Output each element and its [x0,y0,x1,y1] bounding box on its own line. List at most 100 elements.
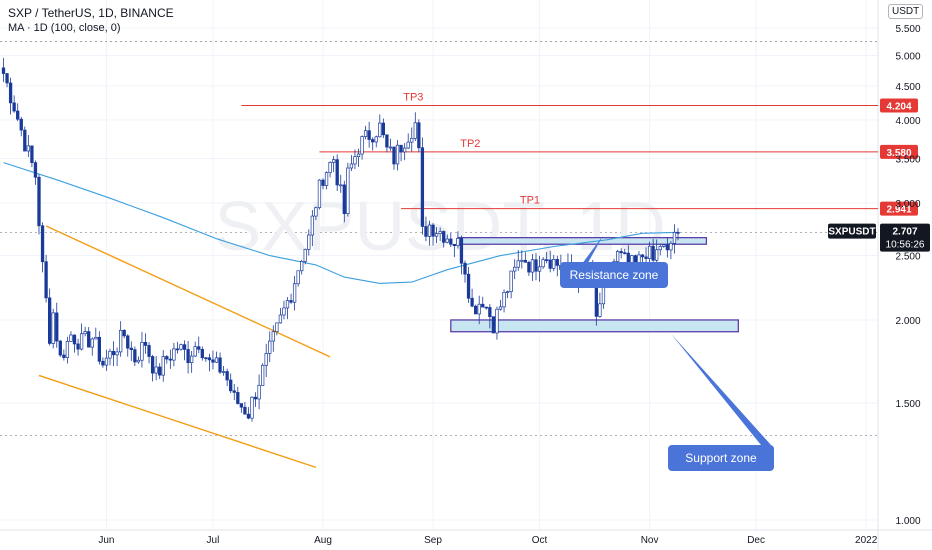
candle-body [527,261,531,273]
candle-body [129,347,133,350]
wedge-upper-line [45,225,331,358]
candle-body [51,312,55,344]
price-tick-label: 5.500 [895,24,920,35]
candle-body [76,343,80,350]
candle-body [236,392,240,404]
candle-body [459,238,464,264]
current-price-tag-bg [880,223,930,252]
candle-body [413,122,417,139]
candle-body [356,153,361,158]
candle-body [456,238,460,247]
candle-body [406,141,410,149]
price-axis: 1.000 1.500 2.000 2.500 3.000 3.500 4.000 4.500… [895,24,920,527]
candle-body [282,307,286,316]
price-tick-label: 1.000 [895,516,920,527]
candle-body [310,215,314,236]
candle-body [186,349,190,364]
candle-body [300,261,304,272]
candle-body [534,259,538,272]
candle-body [651,245,655,261]
candle-body [555,259,559,266]
candle-body [108,350,112,359]
candle-body [644,256,648,259]
price-tag-layer: SXPUSDT 2.707 10:56:26 [828,223,930,252]
candle-body [204,357,208,360]
candle-body [87,331,91,348]
candle-body [505,291,510,294]
candle-body [353,156,357,165]
candle-body [445,238,449,243]
target-label: TP2 [460,138,480,150]
candle-body [509,270,513,293]
candle-body [548,259,552,269]
candle-body [136,359,141,363]
candle-body [424,226,428,237]
candle-body [303,248,307,262]
candle-body [33,162,38,178]
moving-average-layer [3,162,679,284]
candle-body [175,348,180,351]
price-tick-label: 3.000 [895,199,920,210]
candle-body [484,306,488,309]
candle-body [332,159,336,163]
current-price-text: 2.707 [892,227,917,238]
price-tick-label: 2.000 [895,316,920,327]
candle-body [434,233,439,237]
candle-body [58,340,62,356]
candle-body [388,146,393,149]
candle-body [44,261,48,299]
price-tick-label: 4.000 [895,116,920,127]
candle-body [122,329,126,337]
support-zone-box [450,319,739,333]
target-price-text: 4.204 [886,102,911,113]
candle-body [314,207,318,217]
watermark-layer: SXPUSDT, 1D [214,187,665,265]
candle-body [537,266,542,272]
time-tick-label: Jun [98,535,114,546]
candle-body [182,344,187,350]
target-price-text: 2.941 [886,205,911,216]
candle-body [474,305,478,315]
target-price-tag [880,98,918,113]
candle-body [101,360,105,366]
currency-badge[interactable]: USDT [888,4,924,19]
candle-body [218,357,222,373]
candle-body [360,136,364,155]
candle-body [257,385,261,400]
callouts-layer: Resistance zone Support zone [560,235,774,471]
candle-body [271,331,275,342]
candle-body [541,259,545,268]
candle-body [403,147,407,153]
target-label: TP3 [403,92,423,104]
candle-body [168,358,173,361]
time-axis: Jun Jul Aug Sep Oct Nov Dec 2022 [98,535,877,546]
candle-body [672,231,677,244]
candle-body [335,159,339,186]
candle-body [143,341,148,346]
price-tick-label: 5.000 [895,52,920,63]
candle-body [662,244,666,247]
candle-body [26,145,30,152]
candle-body [640,254,645,258]
candle-body [193,346,197,357]
candle-body [552,259,556,269]
candle-body [328,162,332,173]
target-price-tag [880,201,918,216]
callout-text: Resistance zone [570,268,659,282]
candle-body [339,184,343,187]
candle-body [463,262,467,275]
candle-body [243,406,247,415]
candle-body [431,224,435,237]
candle-body [544,259,549,262]
candle-body [225,371,229,381]
candle-body [229,379,233,392]
candle-body [90,338,94,348]
price-tick-label: 1.500 [895,399,920,410]
candle-body [37,176,41,227]
candle-body [530,259,535,273]
indicator-legend[interactable]: MA · 1D (100, close, 0) [8,22,121,34]
candle-body [264,352,268,366]
candle-body [420,147,425,227]
candle-body [367,130,371,140]
